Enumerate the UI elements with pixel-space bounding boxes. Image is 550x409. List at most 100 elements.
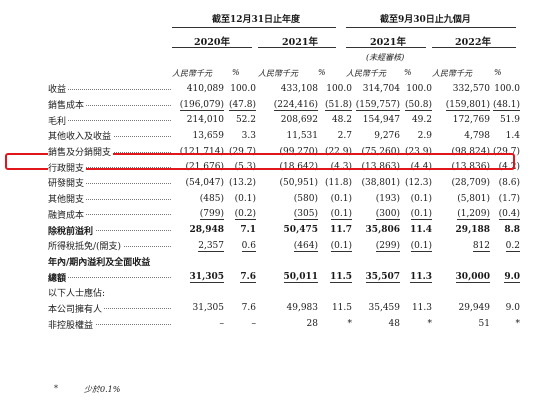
cell-value: 208,692 — [280, 115, 318, 126]
row-label-text: 其他開支 — [48, 195, 87, 206]
cell-value: (193) — [375, 193, 400, 204]
percent-cell: (51.8) — [318, 97, 352, 113]
cell-value: 100.0 — [326, 83, 352, 94]
amount-cell: (196,079) — [173, 97, 224, 113]
percent-cell: (0.1) — [400, 238, 432, 254]
cell-value: (99,270) — [279, 146, 318, 157]
amount-cell: (305) — [256, 207, 318, 223]
percent-cell: (23.9) — [400, 144, 432, 160]
cell-value: (75,260) — [361, 146, 400, 157]
cell-value: (0.1) — [330, 240, 352, 252]
amount-cell: (5,801) — [432, 191, 490, 207]
cell-value: 0.2 — [505, 240, 520, 252]
amount-cell: (21,676) — [173, 159, 224, 175]
table-row: 年內/期內溢利及全面收益 — [48, 254, 520, 270]
cell-value: (50.8) — [404, 99, 432, 111]
cell-value: 9,276 — [374, 130, 400, 141]
cell-value: 410,089 — [186, 83, 224, 94]
cell-value: 28 — [306, 319, 318, 330]
cell-value: 4,798 — [464, 130, 490, 141]
amount-cell: 28 — [256, 316, 318, 332]
amount-cell: (50,951) — [256, 175, 318, 191]
percent-cell: 11.3 — [400, 301, 432, 317]
percent-cell: (0.1) — [318, 238, 352, 254]
row-label-text: 行政開支 — [48, 163, 87, 174]
row-label-text: 除稅前溢利 — [48, 226, 96, 237]
amount-cell: (99,270) — [256, 144, 318, 160]
cell-value: * — [347, 319, 353, 330]
cell-value: 48 — [388, 319, 400, 330]
cell-value: 214,010 — [186, 115, 224, 126]
year-rule-4 — [432, 47, 516, 48]
row-label-text: 以下人士應佔: — [48, 289, 108, 300]
cell-value: (12.3) — [404, 177, 432, 188]
percent-cell: 0.6 — [224, 238, 256, 254]
percent-cell — [224, 254, 256, 270]
cell-value: 100.0 — [406, 83, 432, 94]
row-label-text: 銷售成本 — [48, 101, 87, 112]
row-label: 研發開支 — [48, 175, 173, 191]
year-rule-1 — [172, 47, 252, 48]
amount-cell: 35,806 — [352, 222, 400, 238]
cell-value: 172,769 — [452, 115, 490, 126]
amount-cell — [432, 254, 490, 270]
percent-cell: 11.7 — [318, 222, 352, 238]
cell-value: (50,951) — [279, 177, 318, 188]
cell-value: 11.3 — [411, 303, 432, 314]
cell-value: 29,949 — [458, 303, 491, 314]
amount-cell: – — [173, 316, 225, 332]
percent-cell: 2.9 — [400, 128, 432, 144]
cell-value: 28,948 — [189, 225, 224, 236]
year-2021-fy: 2021年 — [282, 37, 318, 48]
table-row: 研發開支 (54,047) (13.2) (50,951) (11.8) (38,801)… — [48, 175, 520, 191]
amount-cell: (159,801) — [432, 97, 490, 113]
percent-cell: (4.3) — [318, 159, 352, 175]
percent-cell: (29.7) — [224, 144, 256, 160]
percent-cell — [400, 285, 432, 301]
percent-cell: 2.7 — [318, 128, 352, 144]
percent-cell: (0.2) — [224, 207, 256, 223]
cell-value: 9.0 — [505, 303, 520, 314]
amount-cell — [173, 285, 224, 301]
percent-cell: * — [490, 316, 521, 332]
amount-cell: 31,305 — [173, 269, 224, 285]
cell-value: 154,947 — [362, 115, 400, 126]
cell-value: (4.3) — [330, 162, 352, 173]
cell-value: (0.1) — [410, 209, 432, 221]
percent-cell: 52.2 — [224, 112, 256, 128]
cell-value: (305) — [293, 209, 318, 221]
percent-cell: 8.8 — [490, 222, 520, 238]
footnote-text: 少於0.1% — [84, 385, 121, 394]
row-label: 本公司擁有人 — [48, 301, 173, 317]
percent-cell: (47.8) — [224, 97, 256, 113]
amount-cell: (28,709) — [432, 175, 490, 191]
percent-cell: – — [224, 316, 257, 332]
unit-pct-3: % — [404, 68, 412, 77]
cell-value: 9.0 — [504, 272, 520, 284]
unit-pct-2: % — [318, 68, 326, 77]
percent-cell: (0.1) — [400, 207, 432, 223]
percent-cell — [224, 285, 256, 301]
cell-value: 13,659 — [192, 130, 225, 141]
amount-cell: (1,209) — [432, 207, 490, 223]
amount-cell: (13,836) — [432, 159, 490, 175]
cell-value: (299) — [375, 240, 400, 252]
amount-cell: (98,824) — [432, 144, 490, 160]
cell-value: 35,507 — [365, 272, 400, 284]
percent-cell: (5.3) — [224, 159, 256, 175]
percent-cell: * — [318, 316, 353, 332]
percent-cell: 1.4 — [490, 128, 520, 144]
amount-cell: (75,260) — [352, 144, 400, 160]
row-label-text: 收益 — [48, 85, 69, 96]
cell-value: 51 — [478, 319, 490, 330]
row-label: 銷售成本 — [48, 97, 173, 113]
percent-cell: * — [400, 316, 433, 332]
amount-cell: 35,459 — [352, 301, 401, 317]
cell-value: 11.5 — [330, 272, 352, 284]
cell-value: (4.4) — [410, 162, 432, 173]
cell-value: 332,570 — [452, 83, 490, 94]
percent-cell: (29.7) — [490, 144, 520, 160]
amount-cell: (485) — [173, 191, 224, 207]
cell-value: (54,047) — [185, 177, 224, 188]
cell-value: (4.2) — [498, 162, 520, 173]
